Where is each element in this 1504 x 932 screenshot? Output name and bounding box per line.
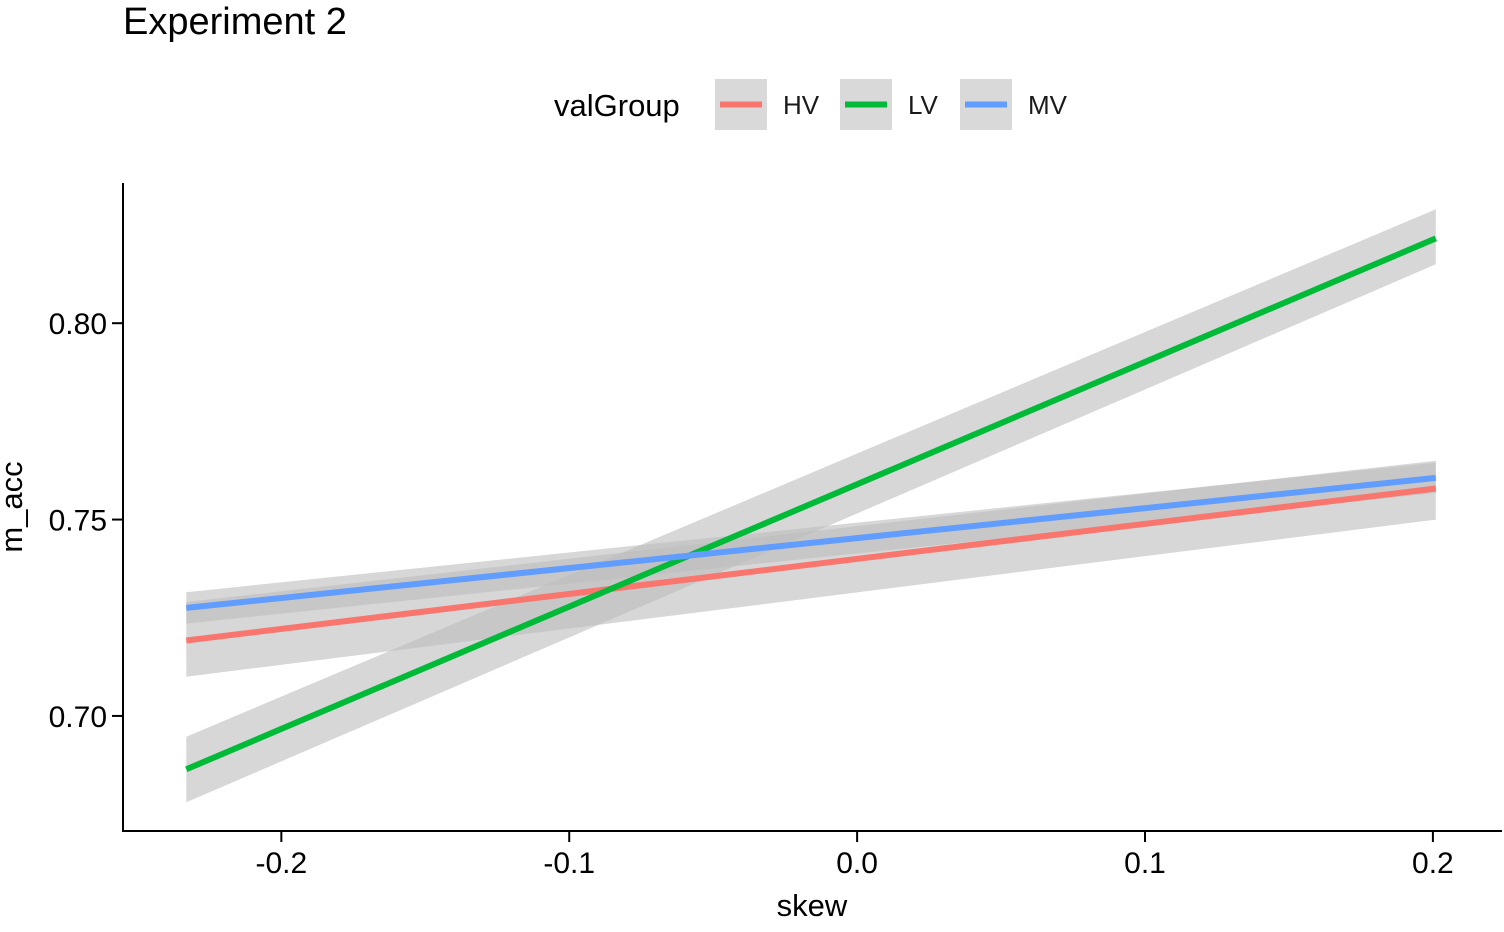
legend-item-mv: MV	[960, 79, 1068, 130]
y-axis-title: m_acc	[0, 461, 29, 552]
y-axis-ticks: 0.70 0.75 0.80	[49, 308, 123, 734]
x-tick-label: -0.1	[543, 847, 595, 880]
x-tick-label: 0.1	[1124, 847, 1166, 880]
series-line-hv	[185, 485, 1437, 644]
series-lines	[185, 235, 1437, 773]
plot-area	[185, 209, 1437, 803]
series-line-mv	[185, 474, 1437, 611]
x-tick-label: -0.2	[255, 847, 307, 880]
axes: -0.2 -0.1 0.0 0.1 0.2 0.70 0.75 0.80	[49, 183, 1502, 880]
legend-item-hv: HV	[715, 79, 820, 130]
x-axis-ticks: -0.2 -0.1 0.0 0.1 0.2	[255, 831, 1454, 880]
legend-label-mv: MV	[1028, 90, 1068, 120]
y-tick-label: 0.75	[49, 505, 107, 538]
legend: valGroup HV LV MV	[554, 79, 1068, 130]
legend-label-lv: LV	[908, 90, 939, 120]
legend-title: valGroup	[554, 88, 680, 123]
legend-label-hv: HV	[783, 90, 820, 120]
chart-title: Experiment 2	[123, 1, 347, 43]
x-tick-label: 0.0	[836, 847, 878, 880]
x-tick-label: 0.2	[1412, 847, 1454, 880]
y-tick-label: 0.70	[49, 701, 107, 734]
legend-item-lv: LV	[840, 79, 939, 130]
y-tick-label: 0.80	[49, 308, 107, 341]
x-axis-title: skew	[777, 888, 848, 923]
series-line-lv	[185, 235, 1437, 773]
